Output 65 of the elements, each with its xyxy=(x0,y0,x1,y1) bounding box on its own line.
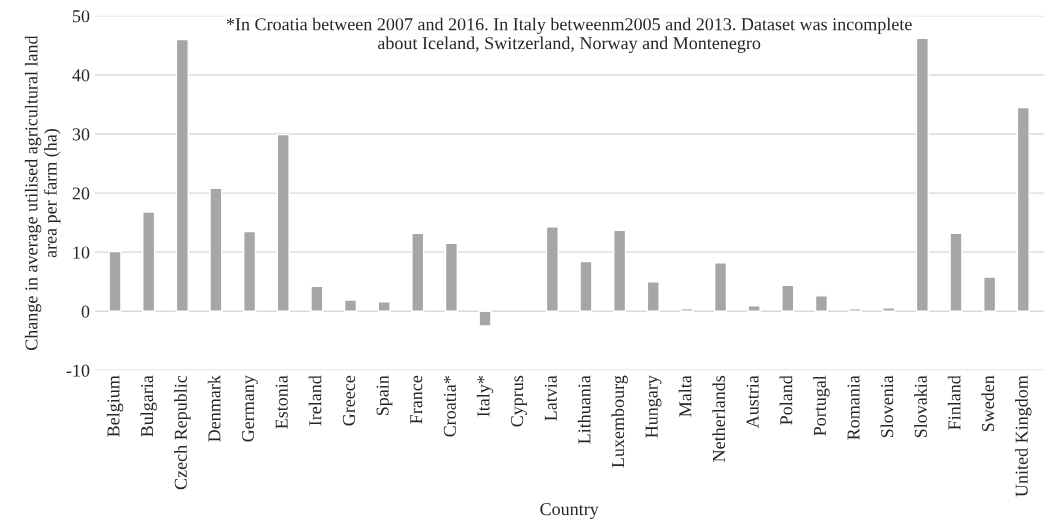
bar xyxy=(175,38,189,312)
x-tick-label: Spain xyxy=(376,375,393,416)
bar xyxy=(1016,106,1030,312)
y-tick-label: 40 xyxy=(72,69,90,82)
bar xyxy=(545,226,559,312)
y-tick-label: 30 xyxy=(72,128,90,141)
bar xyxy=(142,211,156,312)
bar xyxy=(882,306,896,312)
x-tick-label: Denmark xyxy=(207,375,221,442)
x-tick-label: Netherlands xyxy=(712,375,726,462)
x-tick-label: Finland xyxy=(947,375,961,430)
bar xyxy=(209,187,223,312)
x-tick-label: Croatia* xyxy=(443,376,456,437)
x-tick-label: Hungary xyxy=(645,375,662,438)
annotation: *In Croatia between 2007 and 2016. In Italy betweenm2005 and 2013. Dataset was incomplete about Iceland, Switzerland, Norway and Montenegro xyxy=(226,17,912,53)
x-tick-label: Latvia xyxy=(544,375,557,421)
x-tick-label: Portugal xyxy=(813,375,830,436)
y-tick-label: -10 xyxy=(66,364,90,377)
bar xyxy=(108,250,122,312)
x-tick-label: Estonia xyxy=(275,375,288,429)
x-tick-label: Belgium xyxy=(106,375,124,437)
y-tick-label: 50 xyxy=(72,10,90,23)
x-tick-label: Greece xyxy=(342,375,356,426)
x-tick-label: Slovakia xyxy=(914,375,927,438)
x-tick-label: Cyprus xyxy=(511,375,527,427)
x-tick-label: Slovenia xyxy=(880,375,894,438)
bar xyxy=(444,242,459,312)
y-tick-label: 20 xyxy=(72,187,90,200)
x-tick-label: Italy* xyxy=(476,376,494,417)
x-tick-label: Ireland xyxy=(308,375,322,426)
bar xyxy=(343,299,358,312)
bar xyxy=(814,295,829,312)
bar xyxy=(478,310,492,327)
bar xyxy=(276,133,290,312)
y-tick-label: 10 xyxy=(73,246,90,259)
x-tick-label: Luxembourg xyxy=(611,375,628,468)
bar xyxy=(243,230,257,312)
x-axis-title: Country xyxy=(540,503,599,519)
bar xyxy=(310,285,324,312)
x-tick-label: France xyxy=(410,375,423,424)
bar xyxy=(613,229,627,312)
y-axis-title: Change in average utilised agricultural land area per farm (ha) xyxy=(24,35,61,351)
bar xyxy=(747,305,761,312)
bar xyxy=(983,276,997,312)
x-tick-label: Poland xyxy=(779,375,793,425)
x-tick-label: Sweden xyxy=(981,375,995,432)
bar xyxy=(680,308,694,312)
x-tick-label: Czech Republic xyxy=(174,375,191,490)
bar xyxy=(646,280,660,312)
x-tick-label: United Kingdom xyxy=(1015,375,1032,497)
bar xyxy=(713,262,728,312)
x-tick-label: Malta xyxy=(678,375,692,417)
bar xyxy=(377,301,391,312)
bar xyxy=(949,232,963,312)
x-tick-label: Germany xyxy=(241,375,258,442)
bar xyxy=(848,308,862,312)
bar xyxy=(411,232,425,312)
bar xyxy=(915,37,929,312)
x-tick-label: Bulgaria xyxy=(140,375,157,437)
y-tick-label: 0 xyxy=(81,305,90,318)
x-tick-label: Lithuania xyxy=(577,375,591,444)
x-tick-label: Romania xyxy=(847,375,860,440)
x-tick-label: Austria xyxy=(746,375,759,429)
bar xyxy=(781,284,795,312)
bar xyxy=(579,260,593,312)
